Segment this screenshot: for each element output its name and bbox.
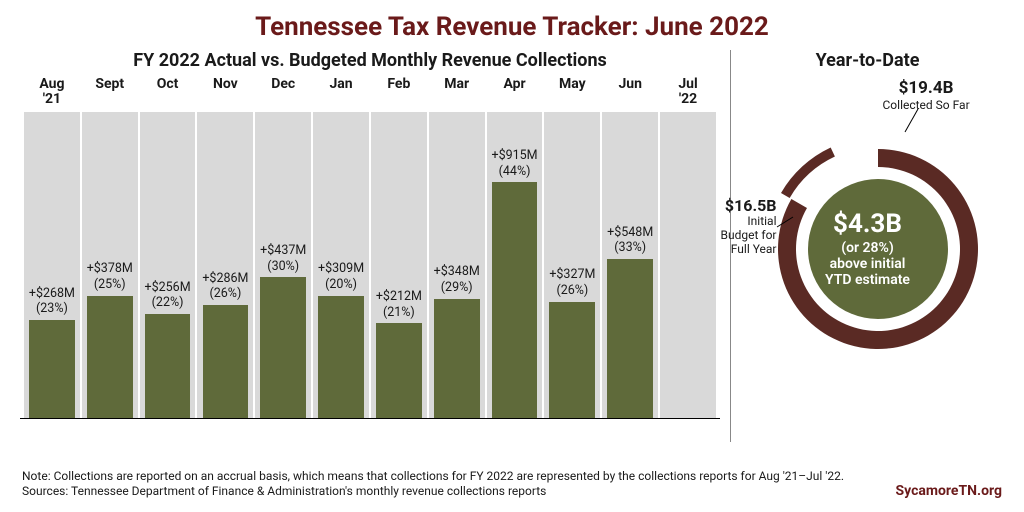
footer: Note: Collections are reported on an acc… xyxy=(22,469,1002,500)
center-line3: above initial xyxy=(825,256,910,272)
bar-background xyxy=(660,112,716,418)
center-line2: (or 28%) xyxy=(825,240,910,256)
ytd-title: Year-to-Date xyxy=(731,50,1004,71)
bar-foreground xyxy=(87,296,133,418)
bar-foreground xyxy=(260,277,306,418)
bar-value-label: +$548M(33%) xyxy=(597,225,664,256)
bar-slot: +$268M(23%) xyxy=(24,79,80,418)
bar-chart-title: FY 2022 Actual vs. Budgeted Monthly Reve… xyxy=(20,50,720,71)
ytd-panel: Year-to-Date $19.4B Collected So Far $16… xyxy=(730,50,1004,442)
bar-chart-panel: FY 2022 Actual vs. Budgeted Monthly Reve… xyxy=(20,50,720,442)
center-line4: YTD estimate xyxy=(825,272,910,288)
bar-slot: +$327M(26%) xyxy=(544,79,600,418)
brand-link[interactable]: SycamoreTN.org xyxy=(896,482,1002,500)
bars-container: +$268M(23%)+$378M(25%)+$256M(22%)+$286M(… xyxy=(20,79,720,418)
bar-slot: +$309M(20%) xyxy=(313,79,369,418)
bar-slot: +$437M(30%) xyxy=(255,79,311,418)
bar-value-label: +$327M(26%) xyxy=(539,267,606,298)
bar-foreground xyxy=(607,259,653,418)
bar-foreground xyxy=(318,296,364,418)
donut-center-text: $4.3B (or 28%) above initial YTD estimat… xyxy=(825,210,910,288)
bar-foreground xyxy=(376,323,422,418)
bar-foreground xyxy=(203,305,249,418)
bar-slot: +$348M(29%) xyxy=(429,79,485,418)
bar-slot: +$548M(33%) xyxy=(602,79,658,418)
bar-slot: +$378M(25%) xyxy=(82,79,138,418)
bar-slot: +$256M(22%) xyxy=(140,79,196,418)
bar-slot: +$286M(26%) xyxy=(197,79,253,418)
bar-value-label: +$348M(29%) xyxy=(423,264,490,295)
page-title: Tennessee Tax Revenue Tracker: June 2022 xyxy=(0,0,1024,42)
center-big: $4.3B xyxy=(825,210,910,240)
bar-value-label: +$915M(44%) xyxy=(481,148,548,179)
bar-chart-area: Aug'21SeptOctNovDecJanFebMarAprMayJunJul… xyxy=(20,79,720,419)
bar-slot: +$915M(44%) xyxy=(487,79,543,418)
bar-foreground xyxy=(29,320,75,418)
content-row: FY 2022 Actual vs. Budgeted Monthly Reve… xyxy=(0,42,1024,442)
footnote: Note: Collections are reported on an acc… xyxy=(22,469,1002,485)
bar-slot: +$212M(21%) xyxy=(371,79,427,418)
sources-line: Sources: Tennessee Department of Finance… xyxy=(22,484,1002,500)
bar-foreground xyxy=(434,299,480,418)
collected-value: $19.4B xyxy=(883,79,970,99)
collected-tail-arc xyxy=(781,147,835,198)
donut-chart: $19.4B Collected So Far $16.5B InitialBu… xyxy=(733,77,1003,397)
bar-foreground xyxy=(492,182,538,418)
bar-foreground xyxy=(145,314,191,418)
bar-foreground xyxy=(549,302,595,418)
bar-value-label: +$286M(26%) xyxy=(192,271,259,302)
